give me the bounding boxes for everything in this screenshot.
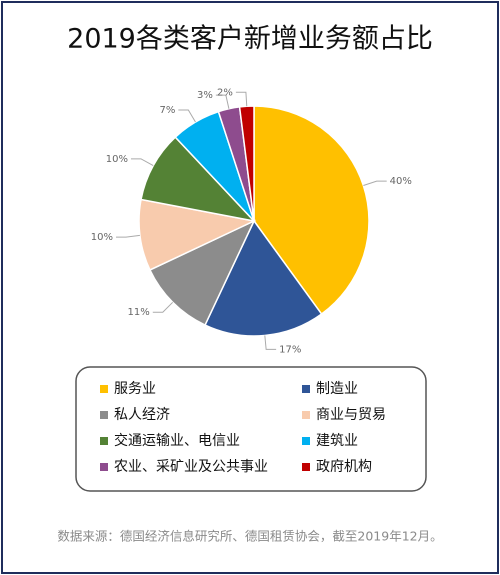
legend-swatch	[302, 463, 310, 471]
pie-slice	[204, 219, 323, 337]
legend-label: 服务业	[114, 381, 156, 397]
leader-line	[363, 180, 387, 186]
leader-line	[130, 158, 154, 167]
pie-slice	[138, 198, 257, 271]
legend-box	[75, 366, 427, 492]
leader-line	[152, 301, 174, 313]
leader-line	[264, 335, 277, 350]
data-label: 11%	[128, 307, 150, 318]
legend-label: 交通运输业、电信业	[114, 432, 240, 449]
legend-label: 制造业	[316, 381, 358, 397]
legend-label: 建筑业	[316, 433, 358, 449]
data-label: 3%	[197, 90, 213, 101]
source-note: 数据来源：德国经济信息研究所、德国租赁协会，截至2019年12月。	[57, 529, 442, 544]
legend-swatch	[100, 437, 108, 445]
pie-slice	[238, 105, 255, 222]
data-label: 2%	[217, 87, 233, 98]
chart-title: 2019各类客户新增业务额占比	[67, 24, 433, 55]
legend-label: 农业、采矿业及公共事业	[114, 459, 268, 475]
data-label: 10%	[106, 154, 128, 165]
pie-slice	[140, 136, 257, 223]
legend-swatch	[302, 411, 310, 419]
legend-swatch	[100, 411, 108, 419]
data-label: 7%	[159, 105, 175, 116]
legend-label: 私人经济	[114, 407, 170, 423]
legend-swatch	[100, 463, 108, 471]
data-label: 40%	[390, 176, 412, 187]
leader-line	[116, 234, 140, 238]
leader-line	[215, 94, 230, 109]
leader-line	[178, 109, 196, 123]
leader-line	[235, 91, 248, 107]
legend-swatch	[302, 437, 310, 445]
legend-label: 政府机构	[316, 459, 372, 475]
legend-label: 商业与贸易	[316, 407, 386, 423]
data-label: 10%	[91, 232, 113, 243]
pie-slice	[253, 105, 370, 316]
data-label: 17%	[279, 344, 301, 355]
legend-swatch	[302, 385, 310, 393]
pie-slice	[148, 219, 256, 327]
legend-swatch	[100, 385, 108, 393]
